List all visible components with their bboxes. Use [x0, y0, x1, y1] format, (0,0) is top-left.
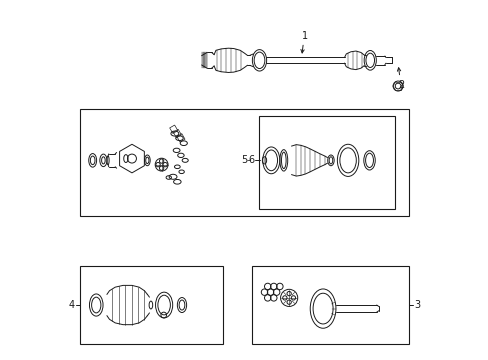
Text: 2: 2 [398, 80, 404, 90]
Text: 3: 3 [413, 300, 420, 310]
Text: 6: 6 [248, 156, 254, 165]
Bar [173, 129, 181, 138]
Text: 4: 4 [68, 300, 75, 310]
Bar [177, 134, 184, 142]
Bar [80, 266, 223, 344]
Bar [169, 125, 178, 134]
Text: –: – [246, 156, 250, 165]
Bar [258, 116, 394, 208]
Bar [80, 109, 408, 216]
Bar [251, 266, 408, 344]
Text: 5: 5 [241, 156, 247, 165]
Text: 1: 1 [302, 31, 307, 41]
